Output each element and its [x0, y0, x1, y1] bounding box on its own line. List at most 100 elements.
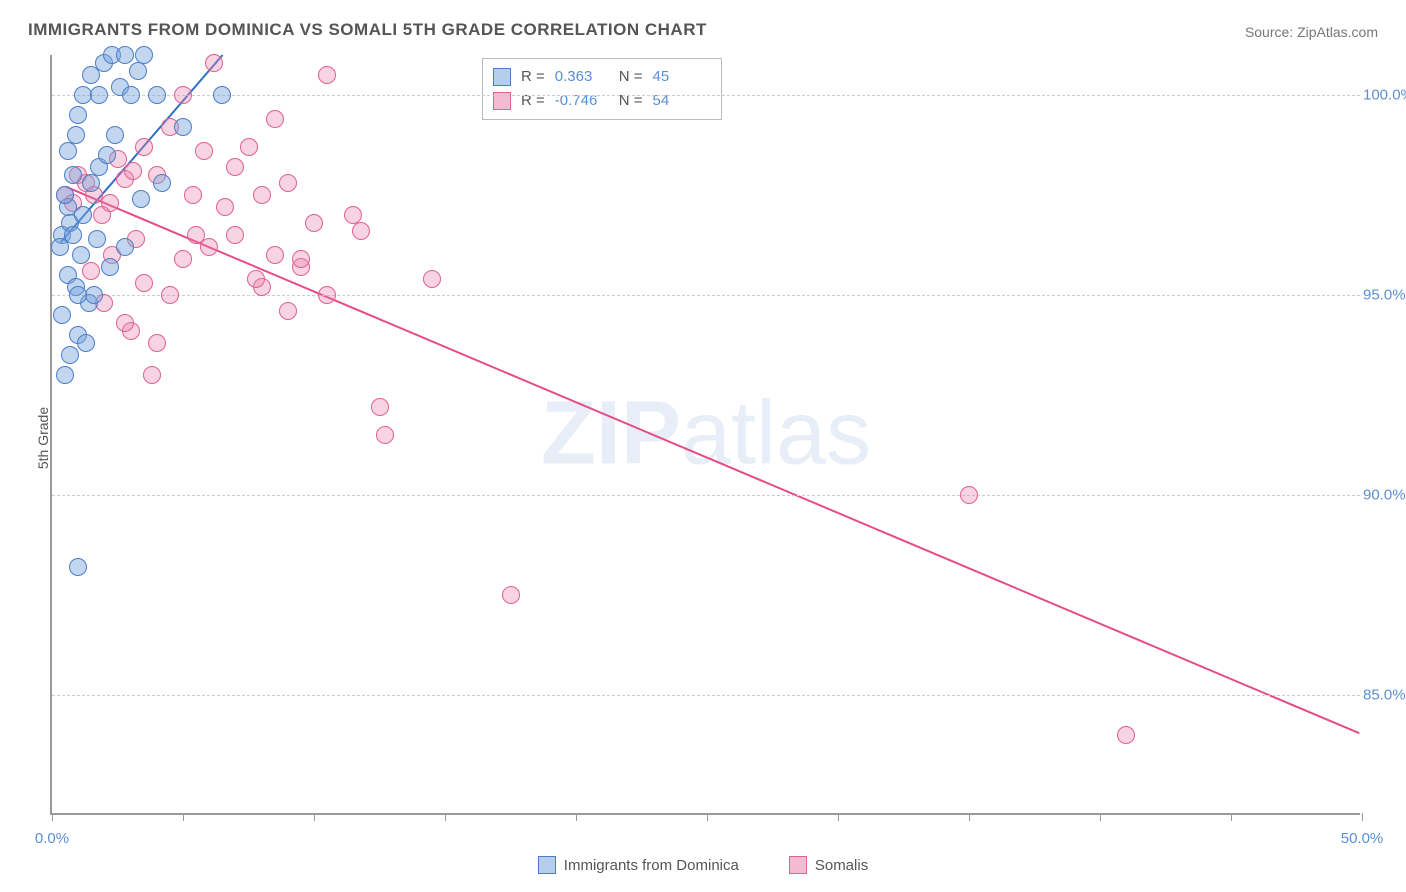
- data-point-dominica: [174, 118, 192, 136]
- data-point-somalis: [279, 174, 297, 192]
- r-value-dominica: 0.363: [555, 65, 609, 89]
- r-label: R =: [521, 65, 545, 89]
- data-point-dominica: [90, 86, 108, 104]
- data-point-dominica: [116, 238, 134, 256]
- ytick-label: 100.0%: [1363, 87, 1406, 104]
- data-point-dominica: [56, 366, 74, 384]
- data-point-dominica: [85, 286, 103, 304]
- data-point-dominica: [56, 186, 74, 204]
- data-point-somalis: [124, 162, 142, 180]
- data-point-somalis: [226, 158, 244, 176]
- data-point-dominica: [59, 142, 77, 160]
- ytick-label: 90.0%: [1363, 487, 1406, 504]
- data-point-somalis: [960, 486, 978, 504]
- data-point-somalis: [205, 54, 223, 72]
- data-point-dominica: [129, 62, 147, 80]
- data-point-somalis: [161, 286, 179, 304]
- stats-box: R = 0.363 N = 45 R = -0.746 N = 54: [482, 58, 722, 120]
- data-point-dominica: [98, 146, 116, 164]
- data-point-somalis: [266, 110, 284, 128]
- data-point-dominica: [148, 86, 166, 104]
- data-point-dominica: [69, 558, 87, 576]
- source-link[interactable]: ZipAtlas.com: [1297, 24, 1378, 40]
- legend-item-dominica: Immigrants from Dominica: [538, 856, 739, 874]
- trend-line-somalis: [66, 187, 1359, 734]
- gridline: [52, 295, 1360, 296]
- ytick-label: 85.0%: [1363, 687, 1406, 704]
- data-point-somalis: [1117, 726, 1135, 744]
- xtick-label: 50.0%: [1341, 830, 1384, 847]
- r-value-somalis: -0.746: [555, 89, 609, 113]
- source-label: Source:: [1245, 24, 1297, 40]
- xtick: [314, 813, 315, 821]
- n-value-dominica: 45: [653, 65, 707, 89]
- data-point-somalis: [318, 286, 336, 304]
- data-point-dominica: [116, 46, 134, 64]
- gridline: [52, 95, 1360, 96]
- swatch-blue-icon: [493, 68, 511, 86]
- data-point-somalis: [352, 222, 370, 240]
- data-point-somalis: [240, 138, 258, 156]
- data-point-somalis: [279, 302, 297, 320]
- data-point-dominica: [64, 166, 82, 184]
- data-point-somalis: [423, 270, 441, 288]
- data-point-somalis: [143, 366, 161, 384]
- legend-label-dominica: Immigrants from Dominica: [564, 857, 739, 874]
- data-point-somalis: [184, 186, 202, 204]
- data-point-somalis: [101, 194, 119, 212]
- data-point-somalis: [174, 250, 192, 268]
- source-attribution: Source: ZipAtlas.com: [1245, 24, 1378, 40]
- xtick: [1362, 813, 1363, 821]
- data-point-dominica: [122, 86, 140, 104]
- data-point-dominica: [88, 230, 106, 248]
- ytick-label: 95.0%: [1363, 287, 1406, 304]
- data-point-dominica: [53, 306, 71, 324]
- stats-row-somalis: R = -0.746 N = 54: [493, 89, 707, 113]
- data-point-somalis: [200, 238, 218, 256]
- xtick-label: 0.0%: [35, 830, 69, 847]
- data-point-somalis: [253, 186, 271, 204]
- xtick: [707, 813, 708, 821]
- data-point-dominica: [61, 346, 79, 364]
- data-point-dominica: [106, 126, 124, 144]
- data-point-somalis: [195, 142, 213, 160]
- data-point-somalis: [318, 66, 336, 84]
- xtick: [1100, 813, 1101, 821]
- r-label: R =: [521, 89, 545, 113]
- n-label: N =: [619, 65, 643, 89]
- xtick: [838, 813, 839, 821]
- data-point-dominica: [69, 106, 87, 124]
- stats-row-dominica: R = 0.363 N = 45: [493, 65, 707, 89]
- xtick: [576, 813, 577, 821]
- data-point-somalis: [247, 270, 265, 288]
- data-point-somalis: [116, 314, 134, 332]
- trend-lines-layer: [52, 55, 1360, 813]
- xtick: [183, 813, 184, 821]
- data-point-dominica: [67, 126, 85, 144]
- data-point-dominica: [72, 246, 90, 264]
- data-point-dominica: [82, 174, 100, 192]
- n-value-somalis: 54: [653, 89, 707, 113]
- bottom-legend: Immigrants from Dominica Somalis: [0, 856, 1406, 874]
- data-point-somalis: [135, 274, 153, 292]
- data-point-dominica: [69, 286, 87, 304]
- xtick: [1231, 813, 1232, 821]
- legend-item-somalis: Somalis: [789, 856, 868, 874]
- data-point-somalis: [502, 586, 520, 604]
- gridline: [52, 495, 1360, 496]
- data-point-somalis: [305, 214, 323, 232]
- data-point-dominica: [101, 258, 119, 276]
- data-point-dominica: [135, 46, 153, 64]
- swatch-blue-icon: [538, 856, 556, 874]
- data-point-dominica: [153, 174, 171, 192]
- data-point-somalis: [148, 334, 166, 352]
- data-point-somalis: [371, 398, 389, 416]
- plot-area: ZIPatlas R = 0.363 N = 45 R = -0.746 N =…: [50, 55, 1360, 815]
- chart-title: IMMIGRANTS FROM DOMINICA VS SOMALI 5TH G…: [28, 20, 707, 40]
- y-axis-label: 5th Grade: [35, 407, 51, 469]
- swatch-pink-icon: [789, 856, 807, 874]
- data-point-somalis: [216, 198, 234, 216]
- data-point-dominica: [77, 334, 95, 352]
- n-label: N =: [619, 89, 643, 113]
- data-point-dominica: [64, 226, 82, 244]
